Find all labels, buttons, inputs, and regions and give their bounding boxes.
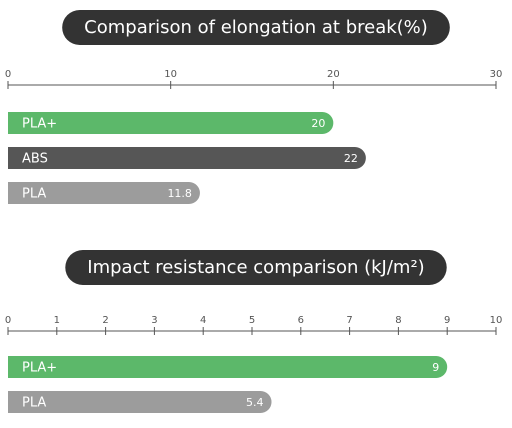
chart-title: Comparison of elongation at break(%) [84,17,428,38]
x-tick-label: 0 [5,315,11,326]
value-label: 22 [344,152,358,165]
category-label: ABS [22,152,48,167]
category-label: PLA [22,187,46,202]
bar [8,182,200,204]
x-tick-label: 0 [5,69,11,80]
bar [8,356,448,378]
x-tick-label: 8 [395,315,401,326]
bar [8,147,366,169]
value-label: 20 [311,117,325,130]
x-tick-label: 4 [200,315,206,326]
x-tick-label: 2 [102,315,108,326]
value-label: 5.4 [246,396,264,409]
x-tick-label: 10 [164,69,177,80]
x-tick-label: 5 [249,315,255,326]
x-tick-label: 7 [346,315,352,326]
x-tick-label: 20 [327,69,340,80]
bar [8,391,272,413]
bar [8,112,334,134]
chart-title: Impact resistance comparison (kJ/m²) [87,257,424,278]
title-pill [62,10,450,45]
category-label: PLA+ [22,117,57,132]
category-label: PLA+ [22,361,57,376]
x-tick-label: 10 [490,315,503,326]
value-label: 9 [432,361,439,374]
x-tick-label: 30 [490,69,503,80]
x-tick-label: 3 [151,315,157,326]
x-tick-label: 6 [298,315,304,326]
x-tick-label: 9 [444,315,450,326]
x-tick-label: 1 [54,315,60,326]
title-pill [65,250,447,285]
value-label: 11.8 [167,187,192,200]
category-label: PLA [22,396,46,411]
